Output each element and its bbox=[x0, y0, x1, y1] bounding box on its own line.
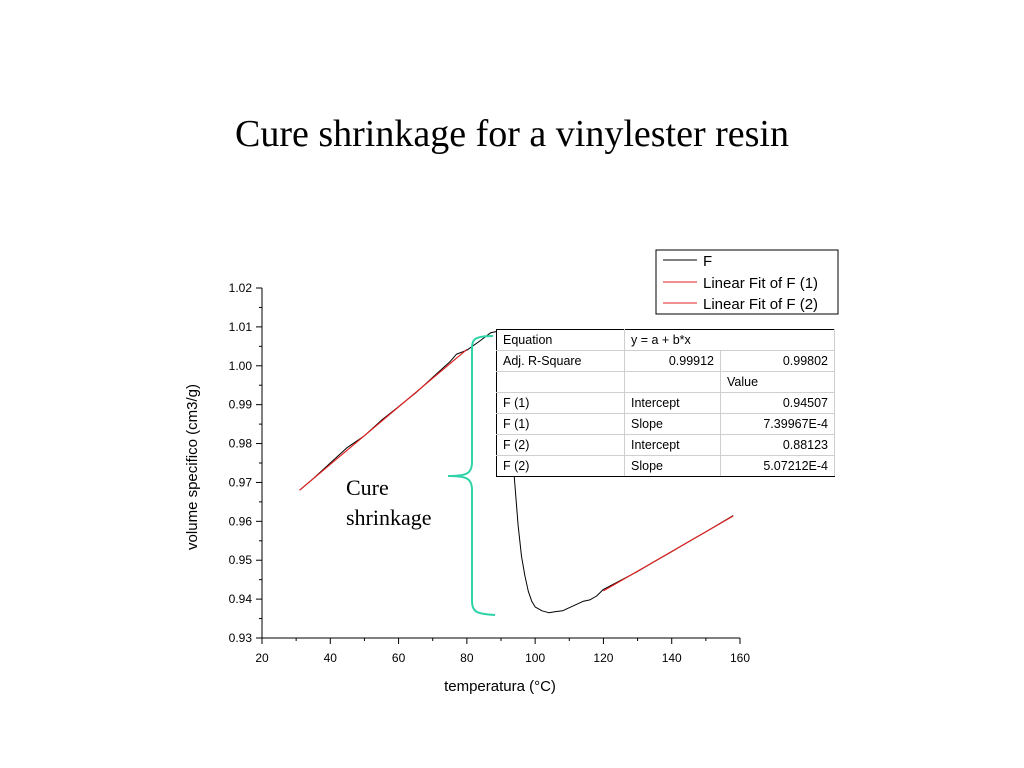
y-axis-label: volume specifico (cm3/g) bbox=[184, 384, 201, 550]
x-tick-label: 40 bbox=[324, 651, 338, 665]
x-tick-label: 100 bbox=[525, 651, 545, 665]
fit-table-cell: F (1) bbox=[496, 413, 625, 435]
fit-table-cell: 0.88123 bbox=[720, 434, 835, 456]
legend-label-f: F bbox=[703, 253, 712, 270]
fit-table-cell: Value bbox=[720, 371, 835, 393]
y-tick-label: 1.02 bbox=[229, 281, 253, 295]
series-layer bbox=[299, 331, 734, 614]
y-tick-label: 1.00 bbox=[229, 359, 253, 373]
fit-table-row: F (2) Intercept 0.88123 bbox=[496, 434, 835, 456]
annotation-line-1: Cure bbox=[346, 475, 389, 500]
fit-table-cell: 0.99802 bbox=[720, 350, 835, 372]
series-line-fit-2 bbox=[603, 515, 734, 592]
fit-table-row: Equation y = a + b*x bbox=[496, 329, 835, 351]
fit-table-cell bbox=[496, 371, 625, 393]
x-axis-label: temperatura (°C) bbox=[444, 678, 556, 695]
fit-table-cell bbox=[624, 371, 721, 393]
fit-table-cell: 0.99912 bbox=[624, 350, 721, 372]
fit-table-cell: F (2) bbox=[496, 455, 625, 477]
legend-label-fit-2: Linear Fit of F (2) bbox=[703, 296, 818, 313]
x-tick-label: 60 bbox=[392, 651, 406, 665]
cure-shrinkage-bracket bbox=[447, 335, 496, 616]
y-tick-label: 0.93 bbox=[229, 631, 253, 645]
y-tick-label: 0.97 bbox=[229, 475, 253, 489]
fit-table-cell: 0.94507 bbox=[720, 392, 835, 414]
fit-table-cell: F (1) bbox=[496, 392, 625, 414]
cure-shrinkage-annotation: Cure shrinkage bbox=[346, 473, 432, 533]
fit-table-cell: Slope bbox=[624, 455, 721, 477]
linear-fit-table: Equation y = a + b*x Adj. R-Square 0.999… bbox=[496, 329, 835, 477]
x-tick-label: 80 bbox=[460, 651, 474, 665]
fit-table-cell: 5.07212E-4 bbox=[720, 455, 835, 477]
x-tick-label: 120 bbox=[593, 651, 613, 665]
legend: F Linear Fit of F (1) Linear Fit of F (2… bbox=[655, 249, 839, 315]
x-tick-label: 140 bbox=[662, 651, 682, 665]
y-tick-label: 0.98 bbox=[229, 437, 253, 451]
y-tick-label: 1.01 bbox=[229, 320, 253, 334]
annotation-line-2: shrinkage bbox=[346, 505, 432, 530]
fit-table-row: F (1) Slope 7.39967E-4 bbox=[496, 413, 835, 435]
slide-title: Cure shrinkage for a vinylester resin bbox=[235, 113, 789, 155]
fit-table-cell: Slope bbox=[624, 413, 721, 435]
legend-label-fit-1: Linear Fit of F (1) bbox=[703, 275, 818, 292]
y-tick-label: 0.95 bbox=[229, 553, 253, 567]
fit-table-cell: Equation bbox=[496, 329, 625, 351]
x-tick-label: 20 bbox=[255, 651, 269, 665]
fit-table-cell: F (2) bbox=[496, 434, 625, 456]
fit-table-cell: Intercept bbox=[624, 392, 721, 414]
fit-table-cell: y = a + b*x bbox=[624, 329, 835, 351]
axes: 0.93 0.94 0.95 0.96 0.97 0.98 0.99 1.00 1.01 1.02… bbox=[229, 281, 751, 665]
x-tick-label: 160 bbox=[730, 651, 750, 665]
series-line-fit-1 bbox=[299, 348, 468, 491]
fit-table-row: Adj. R-Square 0.99912 0.99802 bbox=[496, 350, 835, 372]
fit-table-row: Value bbox=[496, 371, 835, 393]
fit-table-cell: 7.39967E-4 bbox=[720, 413, 835, 435]
y-tick-label: 0.94 bbox=[229, 592, 253, 606]
fit-table-cell: Intercept bbox=[624, 434, 721, 456]
fit-table-cell: Adj. R-Square bbox=[496, 350, 625, 372]
fit-table-row: F (1) Intercept 0.94507 bbox=[496, 392, 835, 414]
y-tick-label: 0.99 bbox=[229, 398, 253, 412]
fit-table-row: F (2) Slope 5.07212E-4 bbox=[496, 455, 835, 477]
y-tick-label: 0.96 bbox=[229, 514, 253, 528]
